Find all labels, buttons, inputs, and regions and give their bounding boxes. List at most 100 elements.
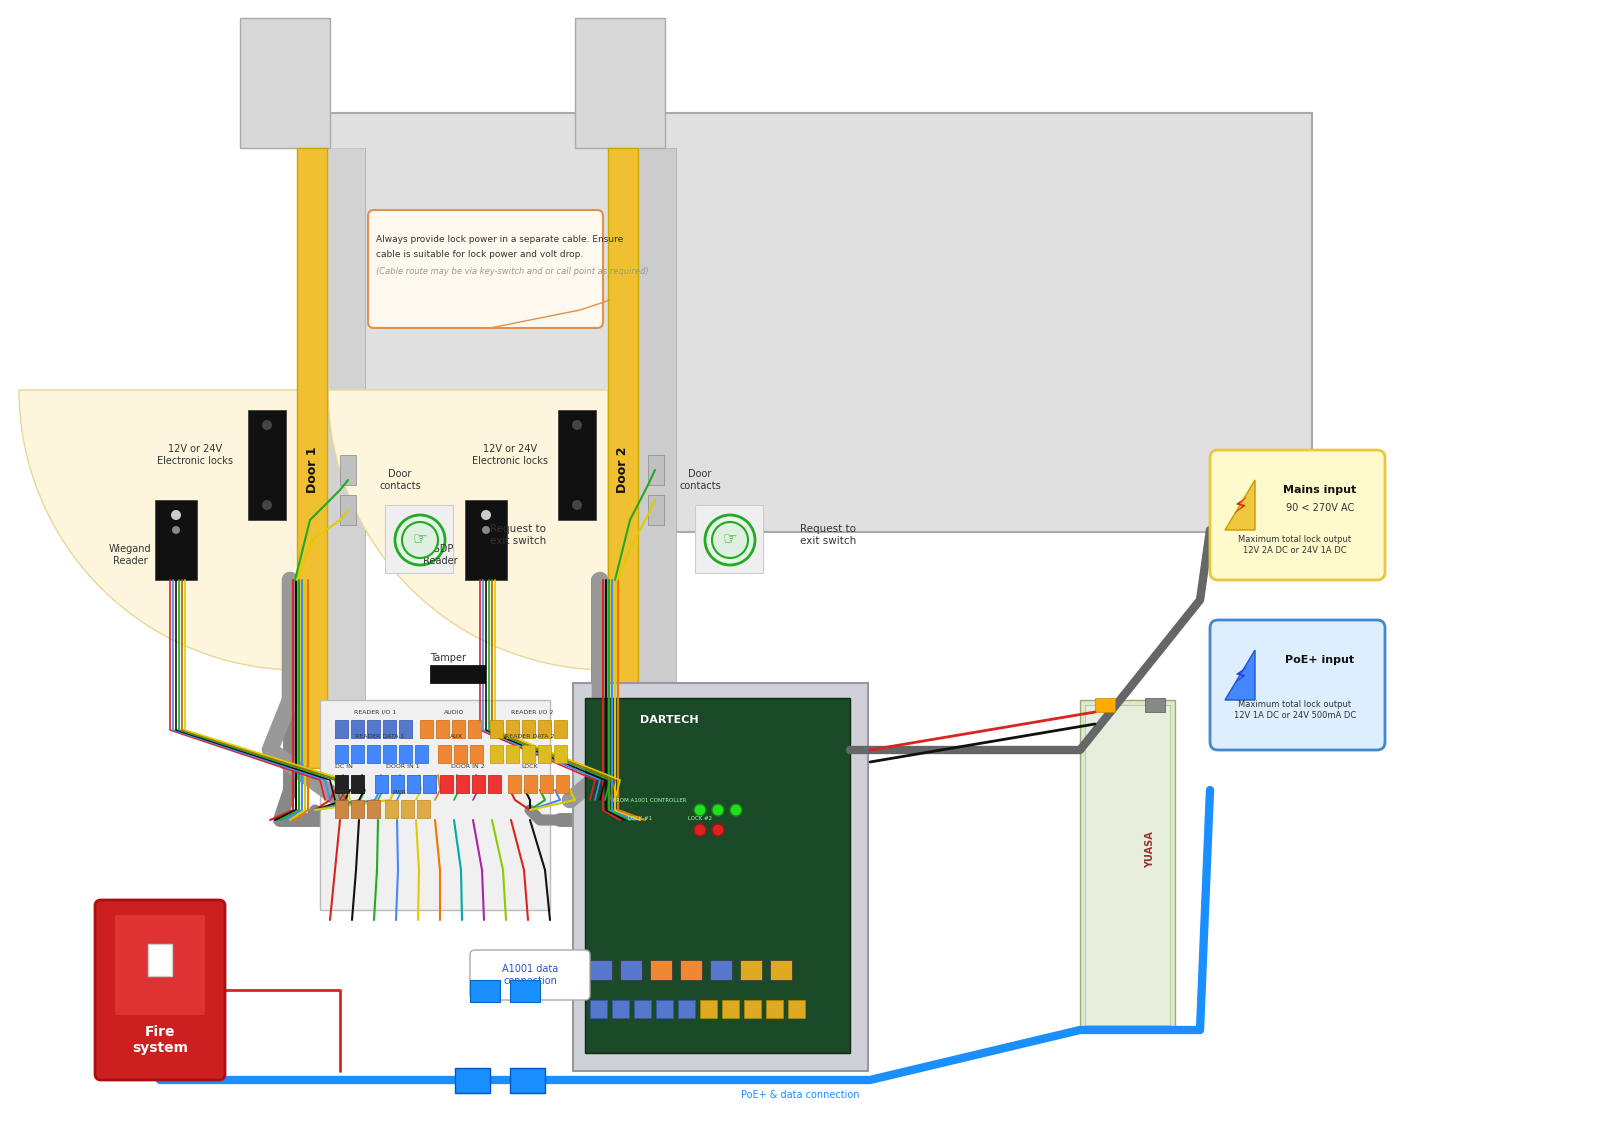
Circle shape bbox=[694, 804, 706, 815]
Polygon shape bbox=[1226, 480, 1254, 530]
Text: Fire
system: Fire system bbox=[131, 1025, 189, 1055]
Text: Maximum total lock output
12V 1A DC or 24V 500mA DC: Maximum total lock output 12V 1A DC or 2… bbox=[1234, 700, 1357, 719]
FancyBboxPatch shape bbox=[787, 1000, 805, 1018]
Wedge shape bbox=[328, 390, 608, 670]
FancyBboxPatch shape bbox=[382, 745, 397, 763]
Text: PoE+ input: PoE+ input bbox=[1285, 655, 1355, 665]
Text: PWR: PWR bbox=[392, 789, 406, 794]
FancyBboxPatch shape bbox=[456, 775, 469, 793]
Circle shape bbox=[122, 922, 198, 998]
FancyBboxPatch shape bbox=[438, 745, 451, 763]
FancyBboxPatch shape bbox=[454, 745, 467, 763]
FancyBboxPatch shape bbox=[488, 775, 501, 793]
FancyBboxPatch shape bbox=[402, 800, 414, 818]
FancyBboxPatch shape bbox=[739, 960, 762, 979]
FancyBboxPatch shape bbox=[418, 800, 430, 818]
FancyBboxPatch shape bbox=[770, 960, 792, 979]
Circle shape bbox=[482, 526, 490, 534]
Polygon shape bbox=[1226, 650, 1254, 700]
FancyBboxPatch shape bbox=[510, 1068, 546, 1093]
FancyBboxPatch shape bbox=[701, 1000, 717, 1018]
FancyBboxPatch shape bbox=[328, 113, 1312, 532]
FancyBboxPatch shape bbox=[509, 775, 522, 793]
Text: Mains input: Mains input bbox=[1283, 485, 1357, 495]
FancyBboxPatch shape bbox=[470, 950, 590, 1000]
FancyBboxPatch shape bbox=[634, 1000, 651, 1018]
Text: 12V or 24V
Electronic locks: 12V or 24V Electronic locks bbox=[472, 444, 547, 466]
Text: A1001 data
connection: A1001 data connection bbox=[502, 965, 558, 986]
FancyBboxPatch shape bbox=[621, 960, 642, 979]
FancyBboxPatch shape bbox=[382, 720, 397, 739]
FancyBboxPatch shape bbox=[406, 775, 419, 793]
FancyBboxPatch shape bbox=[470, 745, 483, 763]
FancyBboxPatch shape bbox=[390, 775, 403, 793]
FancyBboxPatch shape bbox=[586, 698, 850, 1053]
FancyBboxPatch shape bbox=[454, 1068, 490, 1093]
FancyBboxPatch shape bbox=[470, 979, 499, 1002]
Text: DOOR IN 2: DOOR IN 2 bbox=[451, 765, 485, 769]
FancyBboxPatch shape bbox=[506, 720, 518, 739]
Circle shape bbox=[730, 804, 742, 815]
FancyBboxPatch shape bbox=[422, 775, 435, 793]
FancyBboxPatch shape bbox=[608, 148, 638, 768]
Text: ☞: ☞ bbox=[413, 530, 427, 549]
Text: Door 1: Door 1 bbox=[306, 447, 318, 493]
FancyBboxPatch shape bbox=[1080, 700, 1174, 1030]
Circle shape bbox=[573, 500, 582, 510]
FancyBboxPatch shape bbox=[453, 720, 466, 739]
FancyBboxPatch shape bbox=[366, 800, 381, 818]
Text: YUASA: YUASA bbox=[1146, 831, 1155, 869]
FancyBboxPatch shape bbox=[368, 210, 603, 328]
FancyBboxPatch shape bbox=[648, 455, 664, 485]
Text: LOCK #2: LOCK #2 bbox=[688, 815, 712, 820]
FancyBboxPatch shape bbox=[339, 455, 355, 485]
FancyBboxPatch shape bbox=[115, 915, 205, 1015]
FancyBboxPatch shape bbox=[350, 745, 365, 763]
Text: READER DATA 2: READER DATA 2 bbox=[506, 734, 555, 740]
FancyBboxPatch shape bbox=[398, 745, 413, 763]
FancyBboxPatch shape bbox=[339, 495, 355, 525]
FancyBboxPatch shape bbox=[557, 775, 570, 793]
Text: Maximum total lock output
12V 2A DC or 24V 1A DC: Maximum total lock output 12V 2A DC or 2… bbox=[1238, 535, 1352, 554]
FancyBboxPatch shape bbox=[472, 775, 485, 793]
Circle shape bbox=[706, 515, 755, 566]
FancyBboxPatch shape bbox=[334, 800, 349, 818]
Text: (Cable route may be via key-switch and or call point as required): (Cable route may be via key-switch and o… bbox=[376, 267, 648, 276]
FancyBboxPatch shape bbox=[147, 944, 173, 976]
Circle shape bbox=[402, 523, 438, 558]
Circle shape bbox=[712, 804, 723, 815]
FancyBboxPatch shape bbox=[650, 960, 672, 979]
Circle shape bbox=[482, 510, 491, 520]
Wedge shape bbox=[19, 390, 299, 670]
Text: Request to
exit switch: Request to exit switch bbox=[800, 524, 856, 546]
FancyBboxPatch shape bbox=[680, 960, 702, 979]
Text: LOCK: LOCK bbox=[522, 765, 538, 769]
FancyBboxPatch shape bbox=[590, 960, 611, 979]
FancyBboxPatch shape bbox=[350, 720, 365, 739]
FancyBboxPatch shape bbox=[325, 148, 365, 718]
FancyBboxPatch shape bbox=[506, 745, 518, 763]
FancyBboxPatch shape bbox=[334, 720, 349, 739]
FancyBboxPatch shape bbox=[334, 775, 349, 793]
FancyBboxPatch shape bbox=[558, 411, 595, 520]
FancyBboxPatch shape bbox=[430, 665, 485, 683]
FancyBboxPatch shape bbox=[248, 411, 286, 520]
FancyBboxPatch shape bbox=[522, 720, 534, 739]
Circle shape bbox=[573, 420, 582, 430]
FancyBboxPatch shape bbox=[678, 1000, 694, 1018]
FancyBboxPatch shape bbox=[525, 775, 538, 793]
FancyBboxPatch shape bbox=[398, 720, 413, 739]
Text: Door 2: Door 2 bbox=[616, 447, 629, 493]
FancyBboxPatch shape bbox=[538, 720, 550, 739]
Text: Request to
exit switch: Request to exit switch bbox=[490, 524, 546, 546]
FancyBboxPatch shape bbox=[366, 720, 381, 739]
Text: Wiegand
Reader: Wiegand Reader bbox=[109, 544, 152, 566]
FancyBboxPatch shape bbox=[510, 979, 541, 1002]
FancyBboxPatch shape bbox=[1085, 705, 1170, 1025]
FancyBboxPatch shape bbox=[366, 745, 381, 763]
FancyBboxPatch shape bbox=[334, 745, 349, 763]
Text: PoE+ & data connection: PoE+ & data connection bbox=[741, 1090, 859, 1100]
FancyBboxPatch shape bbox=[386, 506, 453, 573]
Text: DOOR IN 1: DOOR IN 1 bbox=[386, 765, 419, 769]
FancyBboxPatch shape bbox=[694, 506, 763, 573]
